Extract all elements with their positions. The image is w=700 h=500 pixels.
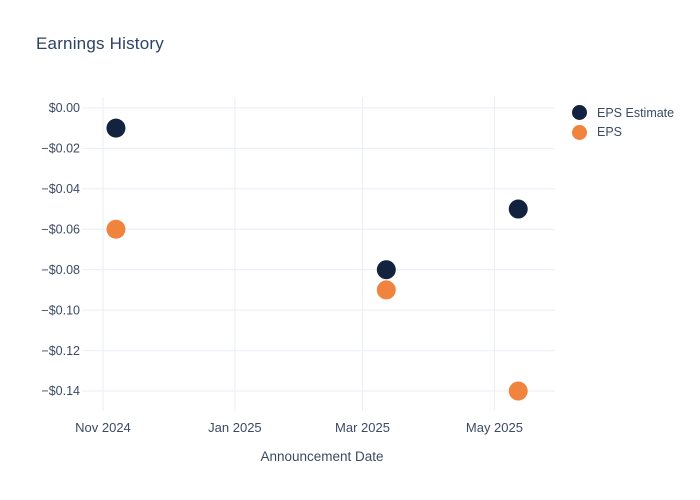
tick-marks [82,107,495,411]
y-tick-label: $0.00 [49,101,80,115]
y-tick-label: −$0.06 [41,222,80,236]
data-point-eps[interactable] [508,381,528,401]
x-axis-tick-labels: Nov 2024 Jan 2025 Mar 2025 May 2025 [75,420,523,435]
x-tick-label: Mar 2025 [335,420,390,435]
x-tick-label: Nov 2024 [75,420,131,435]
y-tick-label: −$0.12 [41,344,80,358]
eps-marker-icon [572,124,587,140]
data-point-eps[interactable] [376,280,396,300]
legend-label-eps: EPS [597,125,623,139]
data-point-eps-estimate[interactable] [508,199,528,219]
y-tick-label: −$0.02 [41,142,80,156]
y-tick-label: −$0.10 [41,303,80,317]
chart-title: Earnings History [36,34,164,53]
data-point-eps-estimate[interactable] [376,260,396,280]
eps-estimate-marker-icon [572,105,587,120]
legend-label-eps-estimate: EPS Estimate [597,105,675,120]
x-tick-label: May 2025 [466,420,523,435]
y-tick-label: −$0.04 [41,182,80,196]
x-tick-label: Jan 2025 [208,420,262,435]
data-point-eps[interactable] [106,219,126,239]
legend: EPS Estimate EPS [572,105,674,144]
gridlines [90,97,555,405]
x-axis-title: Announcement Date [260,449,383,464]
legend-item-eps[interactable]: EPS [572,124,674,140]
data-points [106,118,528,401]
y-tick-label: −$0.08 [41,263,80,277]
y-tick-label: −$0.14 [41,384,80,398]
legend-item-eps-estimate[interactable]: EPS Estimate [572,105,674,120]
data-point-eps-estimate[interactable] [106,118,126,138]
y-axis-tick-labels: $0.00 −$0.02 −$0.04 −$0.06 −$0.08 −$0.10 −$0.1… [41,101,80,398]
